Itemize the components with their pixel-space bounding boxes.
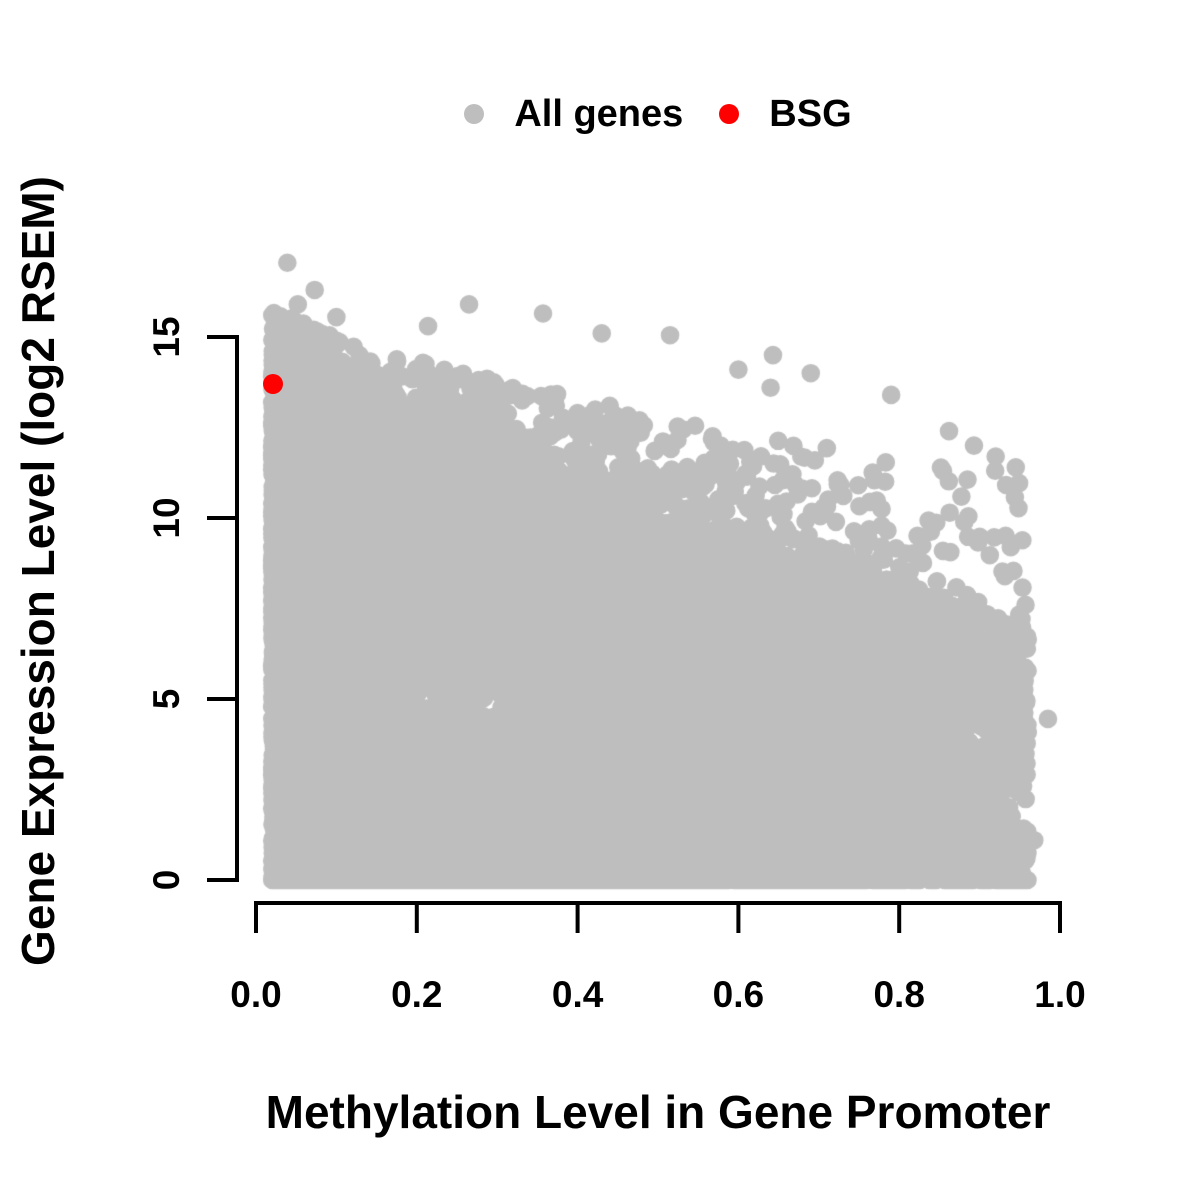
legend: All genes BSG <box>256 86 1060 142</box>
bsg-point <box>262 374 283 395</box>
legend-label-bsg: BSG <box>769 92 852 135</box>
y-tick-label: 0 <box>146 869 187 891</box>
x-tick-label: 1.0 <box>1034 974 1086 1015</box>
y-tick-label: 15 <box>146 316 187 358</box>
all-genes-marker-icon <box>464 104 485 124</box>
y-tick-label: 10 <box>146 497 187 539</box>
x-tick-label: 0.8 <box>873 974 925 1015</box>
y-axis-title: Gene Expression Level (log2 RSEM) <box>12 176 64 966</box>
x-tick-label: 0.6 <box>712 974 765 1015</box>
legend-item-bsg: BSG <box>719 92 852 136</box>
x-axis-title: Methylation Level in Gene Promoter <box>265 1086 1051 1138</box>
bsg-marker-icon <box>719 104 740 124</box>
legend-item-all-genes: All genes <box>464 93 683 136</box>
x-tick-label: 0.2 <box>391 974 443 1015</box>
y-tick-label: 5 <box>146 688 187 710</box>
x-tick-label: 0.4 <box>551 974 604 1015</box>
legend-label-all-genes: All genes <box>514 92 684 135</box>
x-tick-label: 0.0 <box>230 974 282 1015</box>
